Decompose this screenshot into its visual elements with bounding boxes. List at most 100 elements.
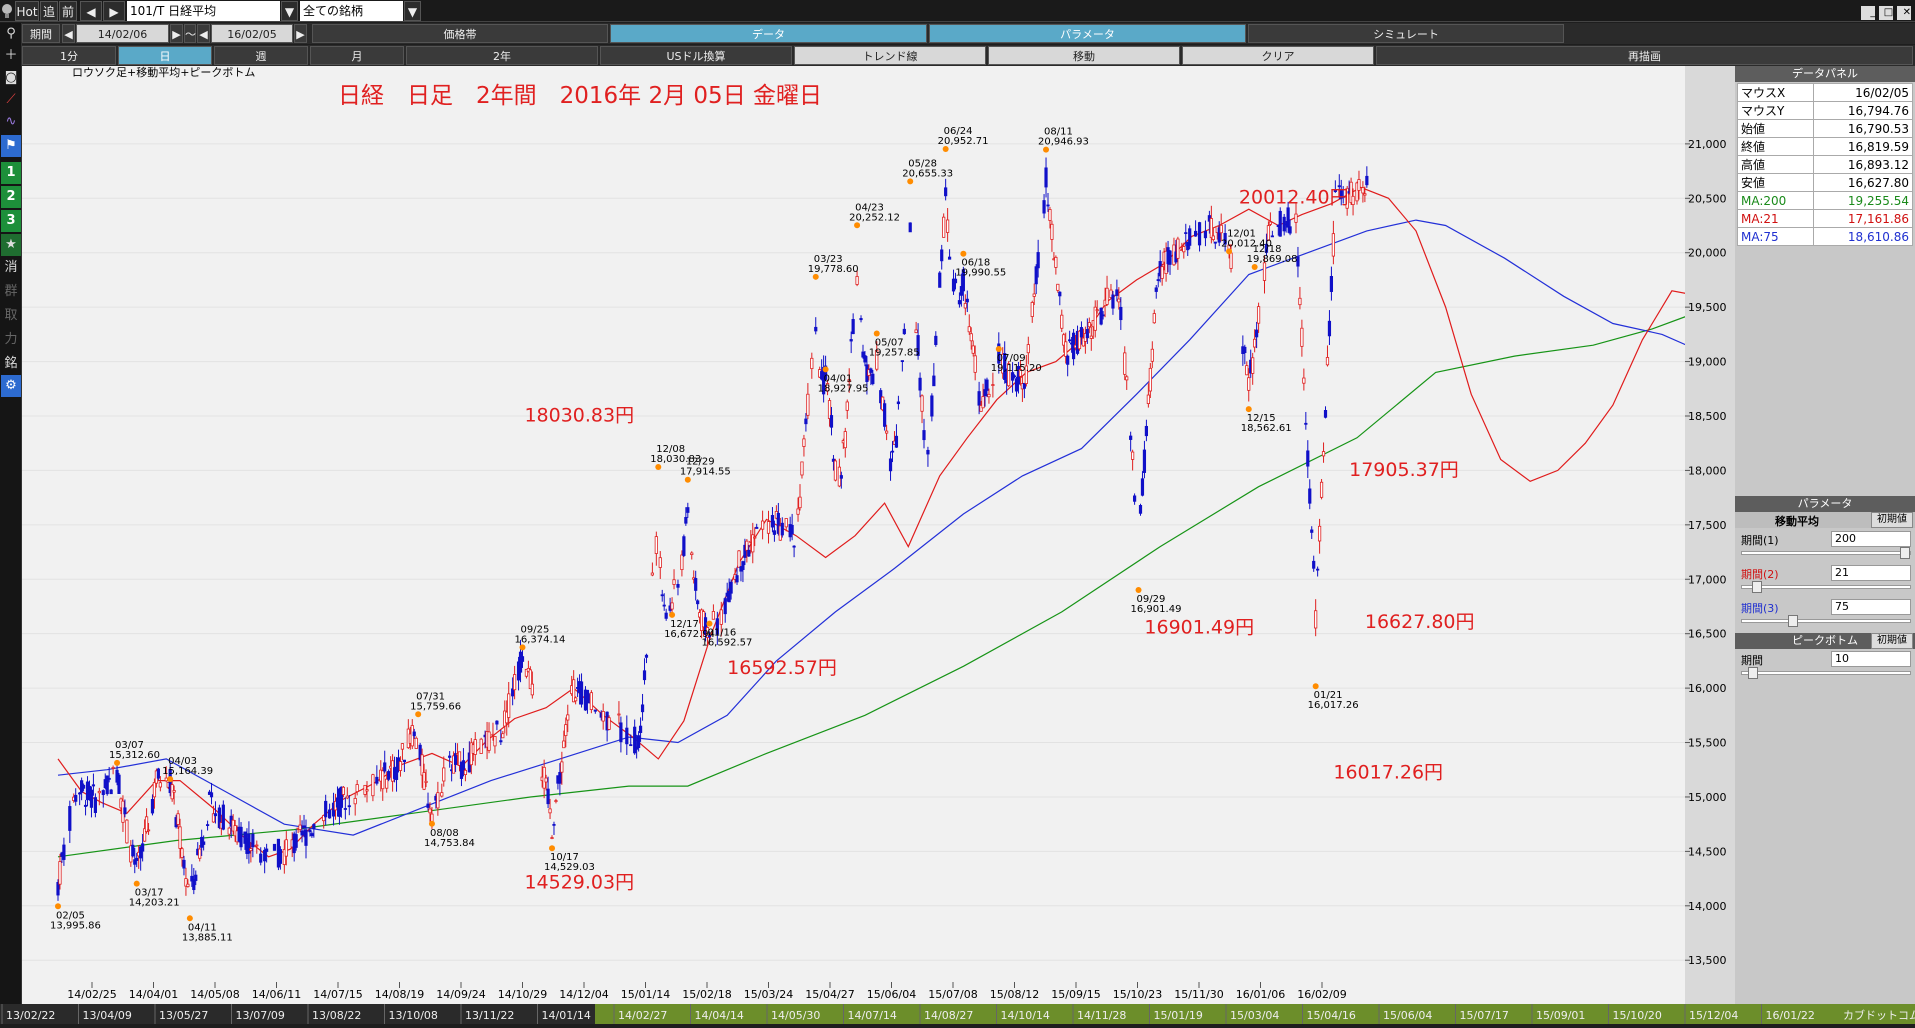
x-tick-label: 15/04/27 <box>805 988 854 1001</box>
candle-body <box>176 813 180 825</box>
candle-body <box>300 830 304 836</box>
tab-daily[interactable]: 日 <box>118 46 212 65</box>
tab-usd[interactable]: USドル換算 <box>600 46 792 65</box>
chart-line-icon[interactable]: ⟋ <box>6 92 16 107</box>
ma-reset-button[interactable]: 初期値 <box>1871 512 1913 528</box>
candle-body <box>861 351 865 358</box>
candle-body <box>1310 529 1314 533</box>
tsui-button[interactable]: 追 <box>40 1 58 21</box>
from-next-icon[interactable]: ▶ <box>170 24 183 43</box>
filter-dropdown-icon[interactable]: ▼ <box>404 1 421 21</box>
candle-body <box>548 808 552 814</box>
erase-button[interactable]: 消 <box>4 260 18 275</box>
candle-body <box>473 739 477 755</box>
param-3-input[interactable]: 75 <box>1831 599 1911 615</box>
tab-data[interactable]: データ <box>610 24 927 43</box>
candle-body <box>62 844 66 860</box>
next-arrow-icon[interactable]: ▶ <box>103 1 125 21</box>
hot-button[interactable]: Hot <box>15 1 39 21</box>
tab-move[interactable]: 移動 <box>988 46 1180 65</box>
zen-button[interactable]: 前 <box>59 1 77 21</box>
peak-bottom-marker <box>1043 146 1050 153</box>
timeline-bar[interactable]: 13/02/22 13/04/09 13/05/27 13/07/09 13/08/22… <box>0 1004 1915 1024</box>
left-button-1[interactable]: 1 <box>1 162 21 184</box>
bulb-icon[interactable] <box>0 1 14 21</box>
power-button[interactable]: 力 <box>4 332 18 347</box>
candle-body <box>705 627 710 638</box>
y-tick-label: 19,000 <box>1688 356 1727 369</box>
candle-body <box>1323 409 1328 418</box>
param-3-knob[interactable] <box>1788 615 1798 627</box>
peak-bottom-knob[interactable] <box>1748 667 1758 679</box>
take-button[interactable]: 取 <box>4 308 18 323</box>
peak-bottom-period-input[interactable]: 10 <box>1831 651 1911 667</box>
tab-redraw[interactable]: 再描画 <box>1376 46 1913 65</box>
group-button[interactable]: 群 <box>4 284 18 299</box>
from-prev-icon[interactable]: ◀ <box>62 24 75 43</box>
camera-icon[interactable]: ◙ <box>4 70 18 85</box>
peak-bottom-marker <box>1251 263 1258 270</box>
param-1-knob[interactable] <box>1900 547 1910 559</box>
filter-field[interactable]: 全ての銘柄 <box>300 1 403 21</box>
timeline-tail: カブドットコム証券 <box>1843 1008 1915 1022</box>
to-prev-icon[interactable]: ◀ <box>197 24 210 43</box>
left-button-2[interactable]: 2 <box>1 186 21 208</box>
param-2-slider[interactable] <box>1741 581 1911 593</box>
settings-gear-icon[interactable]: ⚙ <box>1 375 21 397</box>
crosshair-icon[interactable]: ＋ <box>4 48 18 63</box>
symbol-field[interactable]: 101/T 日経平均 <box>127 1 280 21</box>
to-next-icon[interactable]: ▶ <box>294 24 307 43</box>
minimize-icon[interactable]: _ <box>1861 6 1876 20</box>
candle-body <box>1312 560 1316 569</box>
candle-body <box>146 829 151 832</box>
peak-bottom-date: 12/01 <box>1227 228 1256 239</box>
param-2: 期間(2) 21 <box>1735 565 1915 593</box>
candle-body <box>1018 369 1023 377</box>
tab-parameter[interactable]: パラメータ <box>929 24 1246 43</box>
tab-monthly[interactable]: 月 <box>310 46 404 65</box>
candle-body <box>81 784 86 789</box>
symbol-dropdown-icon[interactable]: ▼ <box>281 1 298 21</box>
tab-clear[interactable]: クリア <box>1182 46 1374 65</box>
candle-body <box>871 373 875 385</box>
to-date-field[interactable]: 16/02/05 <box>211 24 293 43</box>
tab-trendline[interactable]: トレンド線 <box>794 46 986 65</box>
brand-button[interactable]: 銘 <box>4 356 18 371</box>
restore-icon[interactable]: □ <box>1879 6 1894 20</box>
search-icon[interactable]: ⚲ <box>6 26 16 41</box>
param-2-input[interactable]: 21 <box>1831 565 1911 581</box>
chart-wave-icon[interactable]: ∿ <box>5 114 17 129</box>
param-1-input[interactable]: 200 <box>1831 531 1911 547</box>
from-date-field[interactable]: 14/02/06 <box>76 24 169 43</box>
tab-1min[interactable]: 1分 <box>22 46 116 65</box>
candle-body <box>511 688 515 697</box>
tab-2year[interactable]: 2年 <box>406 46 598 65</box>
left-button-3[interactable]: 3 <box>1 210 21 232</box>
candle-body <box>940 249 944 262</box>
y-tick-label: 13,500 <box>1688 954 1727 967</box>
star-button[interactable]: ★ <box>1 234 21 256</box>
flag-icon[interactable]: ⚑ <box>1 135 21 157</box>
param-3-slider[interactable] <box>1741 615 1911 627</box>
candle-body <box>324 800 328 818</box>
candle-body <box>436 792 440 809</box>
candle-body <box>1251 357 1255 374</box>
peak-bottom-date: 06/18 <box>961 258 990 269</box>
candle-body <box>776 512 780 534</box>
chart-area[interactable]: 02/05 13,995.86 03/07 15,312.60 03/17 14,203.… <box>22 66 1866 1004</box>
candle-body <box>953 278 958 284</box>
candle-body <box>239 826 243 848</box>
prev-arrow-icon[interactable]: ◀ <box>80 1 102 21</box>
close-icon[interactable]: ✕ <box>1897 6 1911 20</box>
peak-bottom-slider[interactable] <box>1741 667 1911 679</box>
peak-bottom-value: 16,374.14 <box>514 634 565 645</box>
param-2-knob[interactable] <box>1752 581 1762 593</box>
price-annotation: 14529.03円 <box>524 871 634 893</box>
tab-price-range[interactable]: 価格帯 <box>312 24 608 43</box>
param-1-slider[interactable] <box>1741 547 1911 559</box>
peak-bottom-reset-button[interactable]: 初期値 <box>1871 633 1913 649</box>
candle-body <box>729 581 733 594</box>
tab-simulate[interactable]: シミュレート <box>1248 24 1564 43</box>
tab-weekly[interactable]: 週 <box>214 46 308 65</box>
